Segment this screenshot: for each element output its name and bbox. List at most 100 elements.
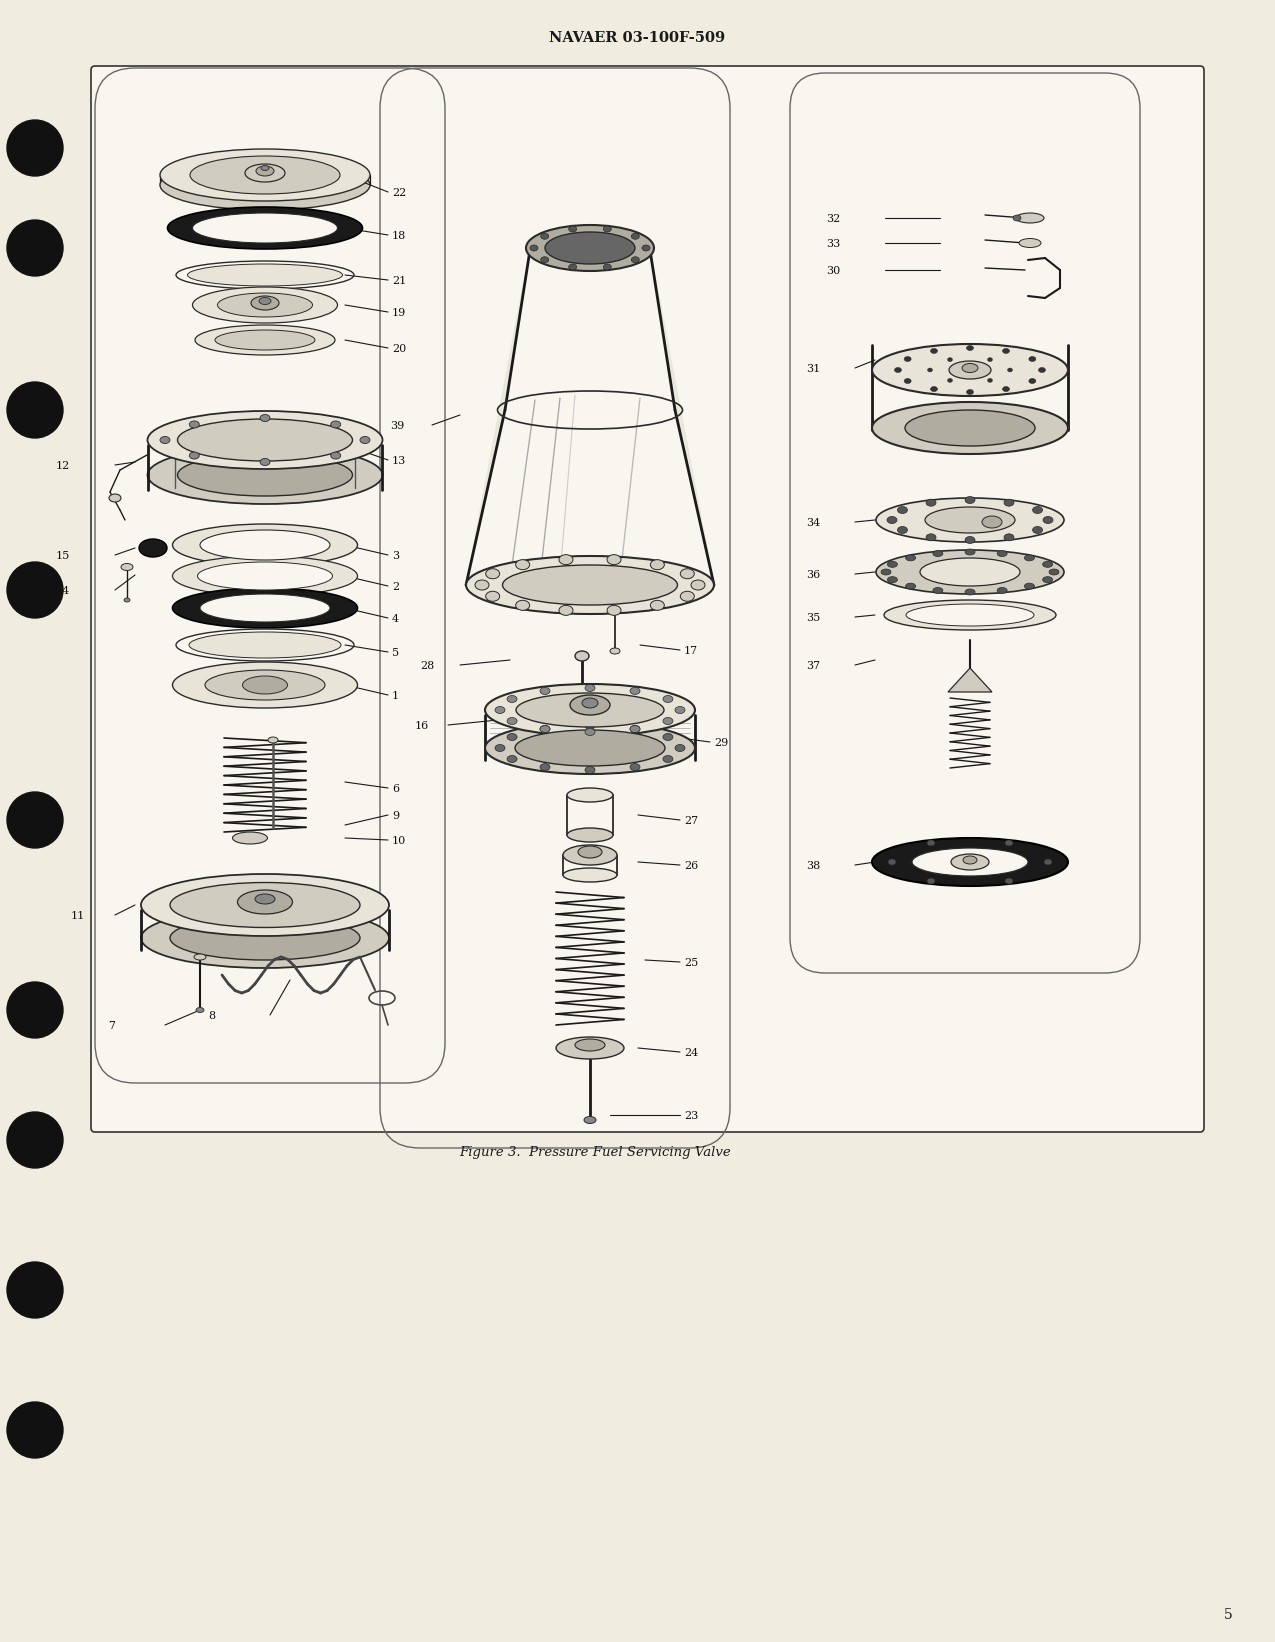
Ellipse shape xyxy=(631,256,639,263)
Ellipse shape xyxy=(963,855,977,864)
Ellipse shape xyxy=(527,225,654,271)
Ellipse shape xyxy=(643,245,650,251)
Ellipse shape xyxy=(1049,570,1060,575)
Ellipse shape xyxy=(965,589,975,594)
Ellipse shape xyxy=(630,726,640,732)
Text: 30: 30 xyxy=(826,266,840,276)
Text: 26: 26 xyxy=(683,860,699,870)
Ellipse shape xyxy=(584,1117,595,1123)
Polygon shape xyxy=(465,250,530,585)
Ellipse shape xyxy=(541,256,548,263)
Ellipse shape xyxy=(931,348,937,353)
Ellipse shape xyxy=(607,555,621,565)
Ellipse shape xyxy=(564,846,617,865)
Text: 9: 9 xyxy=(391,811,399,821)
Ellipse shape xyxy=(904,379,912,384)
FancyBboxPatch shape xyxy=(91,66,1204,1131)
Ellipse shape xyxy=(515,601,529,611)
Ellipse shape xyxy=(148,447,382,504)
Ellipse shape xyxy=(931,386,937,391)
Text: 13: 13 xyxy=(391,456,407,466)
Ellipse shape xyxy=(1024,583,1034,589)
Ellipse shape xyxy=(486,568,500,578)
Ellipse shape xyxy=(237,890,292,915)
Ellipse shape xyxy=(603,227,611,232)
Ellipse shape xyxy=(951,854,989,870)
Ellipse shape xyxy=(232,832,268,844)
Ellipse shape xyxy=(663,734,673,741)
Ellipse shape xyxy=(330,452,340,460)
Ellipse shape xyxy=(982,516,1002,529)
Ellipse shape xyxy=(189,420,199,429)
Ellipse shape xyxy=(187,264,343,286)
Ellipse shape xyxy=(691,580,705,589)
Ellipse shape xyxy=(516,693,664,727)
Ellipse shape xyxy=(1005,878,1014,883)
Ellipse shape xyxy=(260,414,270,422)
Text: 36: 36 xyxy=(806,570,820,580)
Ellipse shape xyxy=(476,580,490,589)
Ellipse shape xyxy=(1043,576,1053,583)
Ellipse shape xyxy=(881,570,891,575)
Ellipse shape xyxy=(887,576,898,583)
Ellipse shape xyxy=(585,767,595,773)
Ellipse shape xyxy=(663,755,673,762)
Ellipse shape xyxy=(912,847,1028,875)
Ellipse shape xyxy=(194,954,207,961)
Ellipse shape xyxy=(189,452,199,460)
Text: 4: 4 xyxy=(391,614,399,624)
Ellipse shape xyxy=(933,550,942,557)
Ellipse shape xyxy=(663,696,673,703)
Ellipse shape xyxy=(567,828,613,842)
Ellipse shape xyxy=(507,755,518,762)
Circle shape xyxy=(6,1112,62,1167)
Ellipse shape xyxy=(578,846,602,859)
Ellipse shape xyxy=(1043,517,1053,524)
Ellipse shape xyxy=(172,588,357,627)
Ellipse shape xyxy=(997,550,1007,557)
Text: 19: 19 xyxy=(391,309,407,319)
Ellipse shape xyxy=(142,908,389,969)
Ellipse shape xyxy=(159,149,370,200)
Text: 28: 28 xyxy=(419,662,435,672)
Circle shape xyxy=(6,1263,62,1319)
Ellipse shape xyxy=(167,207,362,250)
Ellipse shape xyxy=(674,706,685,714)
Ellipse shape xyxy=(170,882,360,928)
Ellipse shape xyxy=(966,345,974,350)
Ellipse shape xyxy=(947,378,952,383)
Ellipse shape xyxy=(570,695,609,714)
Ellipse shape xyxy=(872,402,1068,453)
Ellipse shape xyxy=(581,698,598,708)
Text: 22: 22 xyxy=(391,187,407,199)
Ellipse shape xyxy=(259,297,272,304)
Ellipse shape xyxy=(1002,386,1010,391)
Ellipse shape xyxy=(177,419,352,461)
Ellipse shape xyxy=(921,558,1020,586)
Ellipse shape xyxy=(495,744,505,752)
Ellipse shape xyxy=(1024,555,1034,562)
Ellipse shape xyxy=(190,156,340,194)
Text: 23: 23 xyxy=(683,1112,699,1121)
Ellipse shape xyxy=(927,878,935,883)
Text: 32: 32 xyxy=(826,213,840,223)
Text: 16: 16 xyxy=(414,721,430,731)
Text: 34: 34 xyxy=(806,517,820,529)
Circle shape xyxy=(6,383,62,438)
Ellipse shape xyxy=(121,563,133,570)
Ellipse shape xyxy=(541,688,550,695)
Ellipse shape xyxy=(927,841,935,846)
Ellipse shape xyxy=(1014,215,1021,222)
Ellipse shape xyxy=(124,598,130,603)
Ellipse shape xyxy=(530,245,538,251)
Ellipse shape xyxy=(172,662,357,708)
Ellipse shape xyxy=(927,368,932,373)
Ellipse shape xyxy=(544,232,635,264)
Ellipse shape xyxy=(609,649,620,654)
Text: 35: 35 xyxy=(806,612,820,622)
Ellipse shape xyxy=(251,296,279,310)
Ellipse shape xyxy=(255,893,275,905)
Text: 33: 33 xyxy=(826,240,840,250)
Text: 15: 15 xyxy=(56,552,70,562)
Ellipse shape xyxy=(260,458,270,465)
